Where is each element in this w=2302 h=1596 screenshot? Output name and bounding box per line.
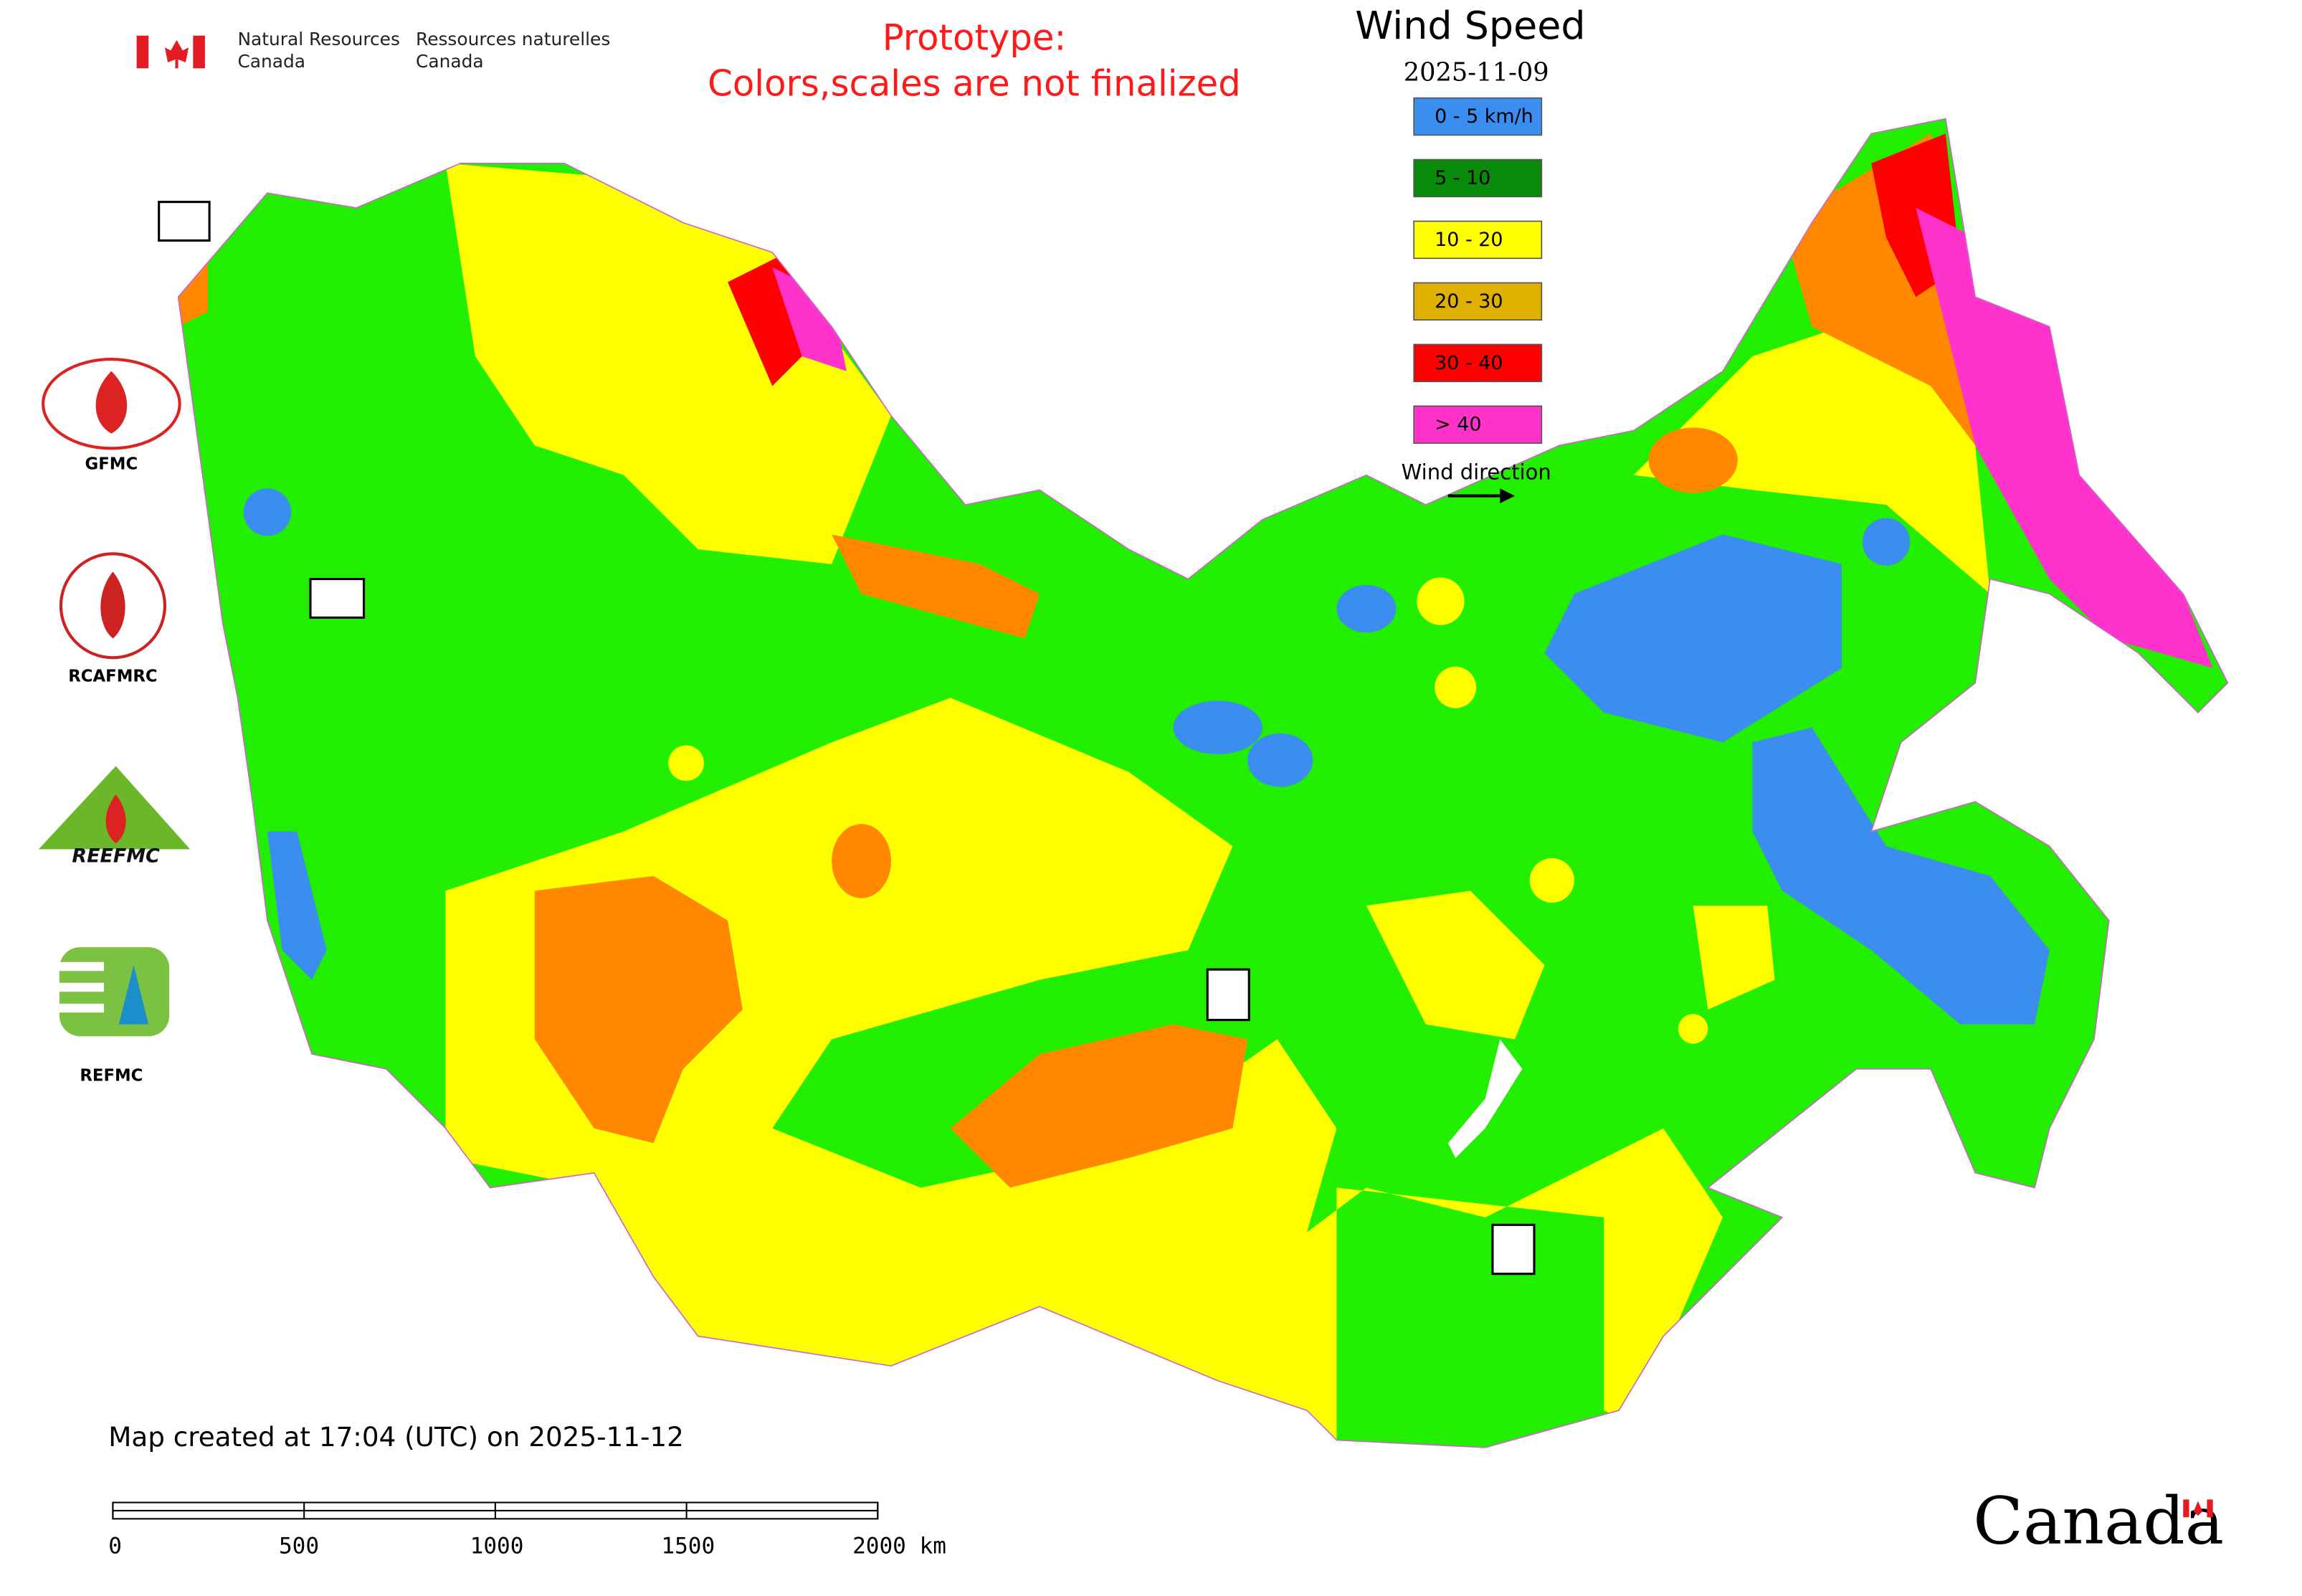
logo-label: REFMC xyxy=(80,1067,143,1086)
scale-label: 500 xyxy=(279,1534,319,1559)
logo-label: RCAFMRC xyxy=(68,668,157,686)
legend-swatch xyxy=(1413,282,1543,321)
created-note: Map created at 17:04 (UTC) on 2025-11-12 xyxy=(108,1421,684,1453)
legend-title: Wind Speed xyxy=(1355,3,1585,48)
header-text: Ressources naturelles xyxy=(416,29,610,49)
legend-label: 10 - 20 xyxy=(1435,229,1503,251)
legend-swatch xyxy=(1413,343,1543,382)
legend-label: 20 - 30 xyxy=(1435,290,1503,313)
header-text: Canada xyxy=(416,51,484,72)
direction-label: Wind direction xyxy=(1402,460,1551,485)
logo-label: REEFMC xyxy=(72,845,160,867)
scale-bar: 0 500 1000 1500 2000 km xyxy=(108,1501,946,1559)
logo-label: GFMC xyxy=(85,455,138,474)
wordmark: Canada xyxy=(1973,1483,2224,1559)
government-header: Natural Resources Canada Ressources natu… xyxy=(136,29,610,72)
canada-wordmark: Canada xyxy=(1973,1483,2224,1559)
legend-label: 0 - 5 km/h xyxy=(1435,105,1533,128)
logos: GFMC RCAFMRC REEFMC REFMC xyxy=(38,201,1536,1276)
legend-label: 30 - 40 xyxy=(1435,352,1503,374)
scale-label: 1500 xyxy=(661,1534,715,1559)
legend: Wind Speed 2025-11-09 Wind direction 0 -… xyxy=(1355,3,1586,503)
legend-swatch xyxy=(1413,405,1543,444)
legend-label: > 40 xyxy=(1435,414,1481,436)
legend-swatch xyxy=(1413,97,1543,136)
header-text: Canada xyxy=(237,51,305,72)
legend-date: 2025-11-09 xyxy=(1404,58,1549,87)
legend-label: 5 - 10 xyxy=(1435,167,1490,189)
direction-arrow-head xyxy=(1500,488,1516,503)
lake xyxy=(1447,1039,1523,1159)
legend-swatch xyxy=(1413,220,1543,260)
header-text: Natural Resources xyxy=(237,29,399,49)
legend-swatch xyxy=(1413,158,1543,198)
scale-label: 2000 km xyxy=(852,1534,946,1559)
scale-label: 1000 xyxy=(470,1534,524,1559)
notice: Prototype: xyxy=(883,16,1067,58)
scale-label: 0 xyxy=(108,1534,122,1559)
notice: Colors,scales are not finalized xyxy=(708,63,1241,105)
